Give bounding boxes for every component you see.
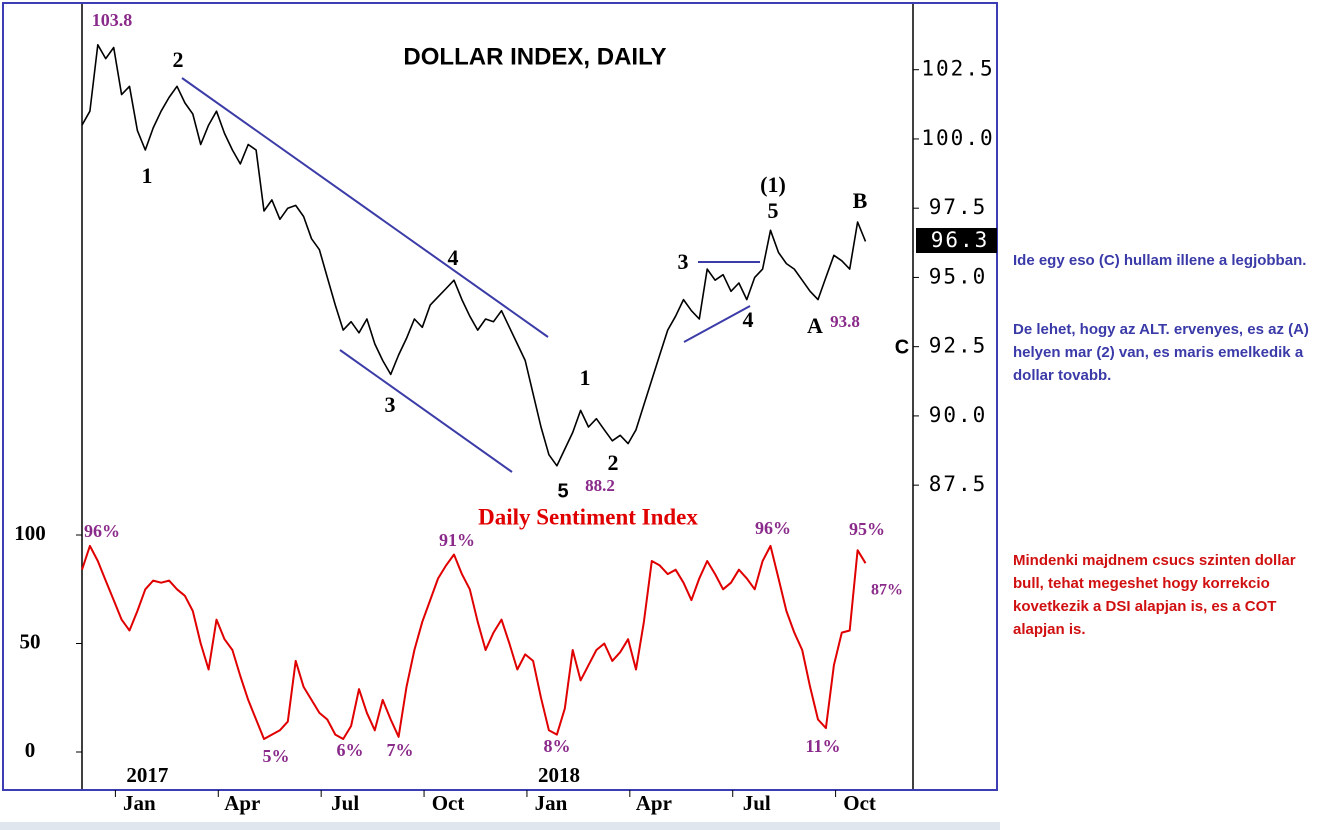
annotation: 5 — [768, 198, 779, 223]
y-tick-label: 100.0 — [921, 126, 994, 150]
annotation: 93.8 — [830, 312, 860, 331]
trend-line — [339, 349, 513, 473]
annotation: B — [853, 188, 868, 213]
annotation: 95% — [849, 519, 885, 539]
annotation: (1) — [760, 172, 786, 197]
x-tick-label: Oct — [432, 791, 465, 815]
y-tick-label: 100 — [14, 521, 46, 545]
y-tick-label: 92.5 — [929, 334, 988, 358]
annotation: 91% — [439, 530, 475, 550]
annotation: 11% — [805, 736, 840, 756]
frame — [2, 2, 998, 791]
annotation: 103.8 — [92, 10, 133, 30]
annotation: 7% — [387, 740, 414, 760]
chart-title: DOLLAR INDEX, DAILY — [403, 43, 666, 70]
annotation: 87% — [871, 582, 903, 599]
last-price-box — [916, 228, 997, 253]
chart-title: Daily Sentiment Index — [478, 504, 698, 529]
annotation: 1 — [580, 365, 591, 390]
data-line — [81, 44, 867, 467]
annotation: C — [895, 336, 909, 358]
chart: DOLLAR INDEX, DAILY Daily Sentiment Inde… — [0, 2, 1000, 830]
annotation: 96% — [84, 521, 120, 541]
trend-line — [683, 305, 751, 343]
x-tick-label: Jul — [743, 791, 771, 815]
annotation: 1 — [142, 163, 153, 188]
y-tick-label: 0 — [25, 738, 36, 762]
annotation: 2 — [608, 450, 619, 475]
note: Mindenki majdnem csucs szinten dollar bu… — [1013, 552, 1296, 638]
x-tick-label: Apr — [224, 791, 260, 815]
year-label: 2017 — [126, 763, 168, 787]
annotation: 5% — [263, 746, 290, 766]
annotation: 3 — [385, 392, 396, 417]
y-tick-label: 95.0 — [929, 264, 988, 288]
y-tick-label: 90.0 — [929, 403, 988, 427]
x-tick-label: Jan — [535, 791, 568, 815]
y-tick-label: 102.5 — [921, 57, 994, 81]
annotation: 5 — [557, 480, 568, 502]
annotation: A — [807, 313, 823, 338]
annotation: 4 — [448, 245, 459, 270]
annotation: 4 — [743, 307, 754, 332]
note: De lehet, hogy az ALT. ervenyes, es az (… — [1013, 321, 1309, 384]
annotation: 96% — [755, 518, 791, 538]
x-tick-label: Jul — [331, 791, 359, 815]
annotation: 3 — [678, 249, 689, 274]
annotation: 88.2 — [585, 476, 615, 495]
annotation: 6% — [337, 740, 364, 760]
y-tick-label: 97.5 — [929, 195, 988, 219]
data-line — [81, 544, 867, 740]
annotation: 8% — [544, 736, 571, 756]
trend-lines — [181, 77, 760, 473]
last-price-label: 96.3 — [931, 228, 990, 252]
y-tick-label: 87.5 — [929, 472, 988, 496]
note: Ide egy eso (C) hullam illene a legjobba… — [1013, 252, 1307, 269]
year-label: 2018 — [538, 763, 580, 787]
trend-line — [181, 77, 549, 338]
x-tick-label: Oct — [843, 791, 876, 815]
x-tick-label: Jan — [123, 791, 156, 815]
x-tick-label: Apr — [636, 791, 672, 815]
annotation: 2 — [173, 47, 184, 72]
y-tick-label: 50 — [20, 629, 41, 653]
bottom-strip — [0, 822, 1000, 830]
